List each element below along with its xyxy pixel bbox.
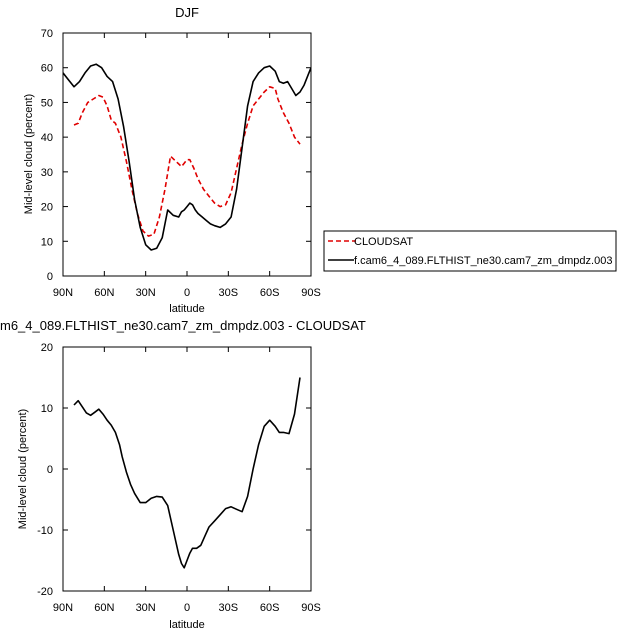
bot-x-tick-label: 60S xyxy=(260,602,280,614)
bottom-x-axis-title: latitude xyxy=(169,619,204,631)
top-y-tick-label: 0 xyxy=(47,271,53,283)
top-y-axis-title: Mid-level cloud (percent) xyxy=(23,94,35,214)
top-y-tick-label: 20 xyxy=(41,202,53,214)
bot-x-tick-label: 30N xyxy=(136,602,156,614)
bot-y-tick-label: 0 xyxy=(47,464,53,476)
top-y-tick-label: 30 xyxy=(41,167,53,179)
bottom-x-axis: 90N 60N 30N 0 30S 60S 90S xyxy=(53,347,321,614)
top-x-tick-label: 0 xyxy=(184,287,190,299)
bot-x-tick-label: 90S xyxy=(301,602,321,614)
top-series-group xyxy=(63,63,311,251)
bot-x-tick-label: 60N xyxy=(94,602,114,614)
bottom-series-group xyxy=(73,377,301,569)
top-series-line-0 xyxy=(73,86,301,237)
top-series-line-1 xyxy=(63,63,311,251)
bot-x-tick-label: 30S xyxy=(219,602,239,614)
bottom-chart: m6_4_089.FLTHIST_ne30.cam7_zm_dmpdz.003 … xyxy=(0,318,366,631)
top-x-tick-label: 60N xyxy=(94,287,114,299)
bottom-chart-title: m6_4_089.FLTHIST_ne30.cam7_zm_dmpdz.003 … xyxy=(0,318,366,333)
legend: CLOUDSAT f.cam6_4_089.FLTHIST_ne30.cam7_… xyxy=(323,230,617,272)
bottom-y-axis: -20 -10 0 10 20 xyxy=(37,342,311,598)
top-y-tick-label: 60 xyxy=(41,63,53,75)
legend-label-cloudsat: CLOUDSAT xyxy=(354,236,413,248)
legend-label-model: f.cam6_4_089.FLTHIST_ne30.cam7_zm_dmpdz.… xyxy=(354,255,612,267)
bottom-y-axis-title: Mid-level cloud (percent) xyxy=(17,409,29,529)
top-y-tick-label: 10 xyxy=(41,236,53,248)
top-y-axis: 0 10 20 30 40 50 60 70 xyxy=(41,28,311,283)
bot-y-tick-label: -20 xyxy=(37,586,53,598)
bot-y-tick-label: 20 xyxy=(41,342,53,354)
bot-y-tick-label: 10 xyxy=(41,403,53,415)
top-x-tick-label: 90S xyxy=(301,287,321,299)
top-x-tick-label: 30N xyxy=(136,287,156,299)
top-y-tick-label: 40 xyxy=(41,132,53,144)
top-x-tick-label: 60S xyxy=(260,287,280,299)
bot-x-tick-label: 90N xyxy=(53,602,73,614)
legend-frame xyxy=(323,230,617,272)
top-y-tick-label: 50 xyxy=(41,97,53,109)
top-y-tick-label: 70 xyxy=(41,28,53,40)
bot-series-line-0 xyxy=(73,377,301,569)
top-x-axis: 90N 60N 30N 0 30S 60S 90S xyxy=(53,33,321,299)
top-x-axis-title: latitude xyxy=(169,303,204,315)
top-x-tick-label: 90N xyxy=(53,287,73,299)
top-chart-title: DJF xyxy=(175,5,199,20)
bottom-plot-frame xyxy=(62,346,312,592)
top-x-tick-label: 30S xyxy=(219,287,239,299)
bot-y-tick-label: -10 xyxy=(37,525,53,537)
bot-x-tick-label: 0 xyxy=(184,602,190,614)
